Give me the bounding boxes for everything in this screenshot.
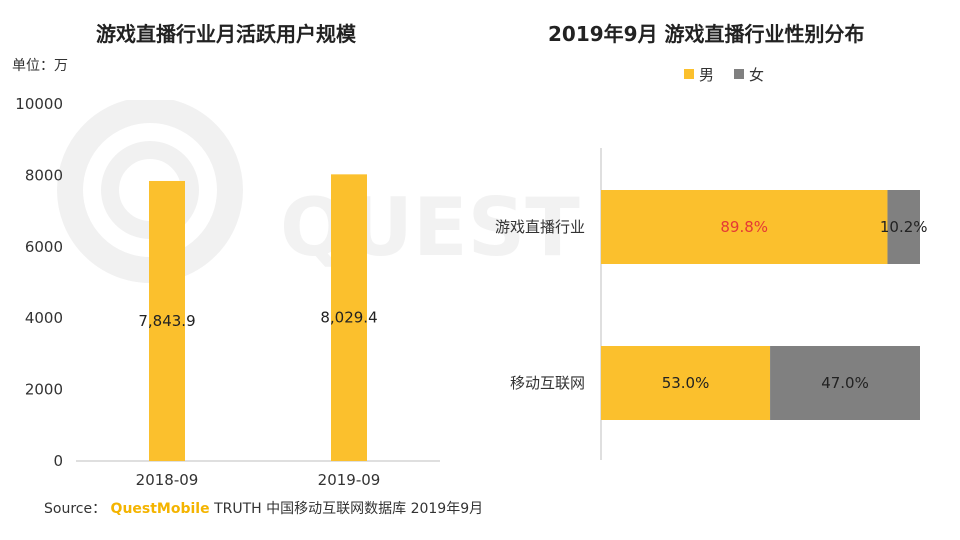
unit-label: 单位：万 (12, 58, 68, 74)
source-rest: TRUTH 中国移动互联网数据库 2019年9月 (214, 501, 484, 517)
category-label: 移动互联网 (510, 374, 585, 392)
category-label: 游戏直播行业 (495, 218, 585, 236)
stacked-segment (601, 346, 771, 420)
segment-value-label: 89.8% (720, 218, 768, 236)
legend-swatch (684, 69, 694, 79)
watermark-text: QUEST (280, 181, 580, 274)
x-tick-label: 2019-09 (318, 471, 381, 489)
source-footnote: Source： QuestMobile TRUTH 中国移动互联网数据库 201… (44, 498, 483, 518)
y-tick-label: 4000 (25, 309, 63, 327)
legend-label: 男 (699, 66, 714, 84)
right-chart-title: 2019年9月 游戏直播行业性别分布 (548, 22, 865, 46)
stacked-segment (601, 190, 888, 264)
y-tick-label: 8000 (25, 166, 63, 184)
bar (149, 180, 185, 461)
source-brand: QuestMobile (110, 501, 210, 517)
y-tick-label: 10000 (15, 95, 63, 113)
bar (331, 174, 367, 462)
source-prefix: Source： (44, 501, 107, 517)
stacked-segment (887, 190, 920, 264)
bar-value-label: 7,843.9 (138, 312, 195, 330)
y-tick-label: 6000 (25, 238, 63, 256)
segment-value-label: 47.0% (821, 374, 869, 392)
segment-value-label: 10.2% (880, 218, 928, 236)
y-tick-label: 0 (53, 452, 63, 470)
bar-value-label: 8,029.4 (320, 309, 377, 327)
legend-label: 女 (749, 66, 764, 84)
x-tick-label: 2018-09 (136, 471, 199, 489)
segment-value-label: 53.0% (662, 374, 710, 392)
legend-swatch (734, 69, 744, 79)
left-chart-title: 游戏直播行业月活跃用户规模 (96, 22, 356, 46)
y-tick-label: 2000 (25, 381, 63, 399)
stacked-segment (770, 346, 920, 420)
mau-bar-chart: 0 2000 4000 6000 8000 10000 7,843.9 2018-09 8,02… (15, 95, 440, 489)
